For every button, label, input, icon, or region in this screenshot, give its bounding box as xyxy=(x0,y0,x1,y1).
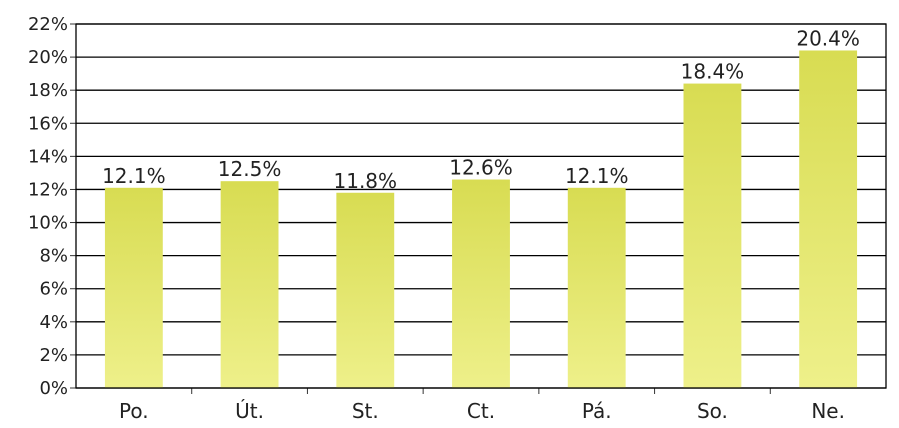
x-tick-label-1: Po. xyxy=(119,399,149,423)
y-tick-label: 10% xyxy=(28,213,68,234)
bar-6 xyxy=(683,83,742,389)
y-axis-ticks: 0% 2% 4% 6% 8% 10% 12% 14% 16% 18% 20% 22% xyxy=(28,14,76,399)
data-label-1: 12.1% xyxy=(102,164,166,188)
plot-frame xyxy=(75,23,887,389)
bar-2 xyxy=(220,181,279,388)
y-tick-label: 14% xyxy=(28,146,68,167)
bar-5 xyxy=(567,187,626,388)
x-tick-label-3: St. xyxy=(352,399,379,423)
y-tick-label: 2% xyxy=(39,345,68,366)
x-tick-label-2: Út. xyxy=(235,399,264,423)
bars xyxy=(104,50,858,389)
y-tick-label: 20% xyxy=(28,47,68,68)
bar-3 xyxy=(336,192,395,388)
y-tick-label: 22% xyxy=(28,14,68,35)
x-tick-label-7: Ne. xyxy=(811,399,845,423)
bar-1 xyxy=(104,187,163,388)
x-axis-ticks: Po. Út. St. Ct. Pá. So. Ne. xyxy=(119,388,845,423)
y-tick-label: 12% xyxy=(28,179,68,200)
data-labels: 12.1% 12.5% 11.8% 12.6% 12.1% 18.4% 20.4% xyxy=(102,26,860,192)
y-tick-label: 4% xyxy=(39,312,68,333)
data-label-3: 11.8% xyxy=(334,169,398,193)
y-tick-label: 18% xyxy=(28,80,68,101)
x-tick-label-5: Pá. xyxy=(582,399,612,423)
data-label-4: 12.6% xyxy=(449,156,513,180)
y-tick-label: 6% xyxy=(39,279,68,300)
y-tick-label: 16% xyxy=(28,113,68,134)
data-label-5: 12.1% xyxy=(565,164,629,188)
data-label-2: 12.5% xyxy=(218,157,282,181)
y-tick-label: 8% xyxy=(39,246,68,267)
x-tick-label-6: So. xyxy=(697,399,728,423)
bar-4 xyxy=(452,179,510,388)
x-tick-label-4: Ct. xyxy=(467,399,495,423)
data-label-6: 18.4% xyxy=(681,60,745,84)
bar-7 xyxy=(799,50,858,389)
data-label-7: 20.4% xyxy=(796,26,860,50)
y-tick-label: 0% xyxy=(39,378,68,399)
